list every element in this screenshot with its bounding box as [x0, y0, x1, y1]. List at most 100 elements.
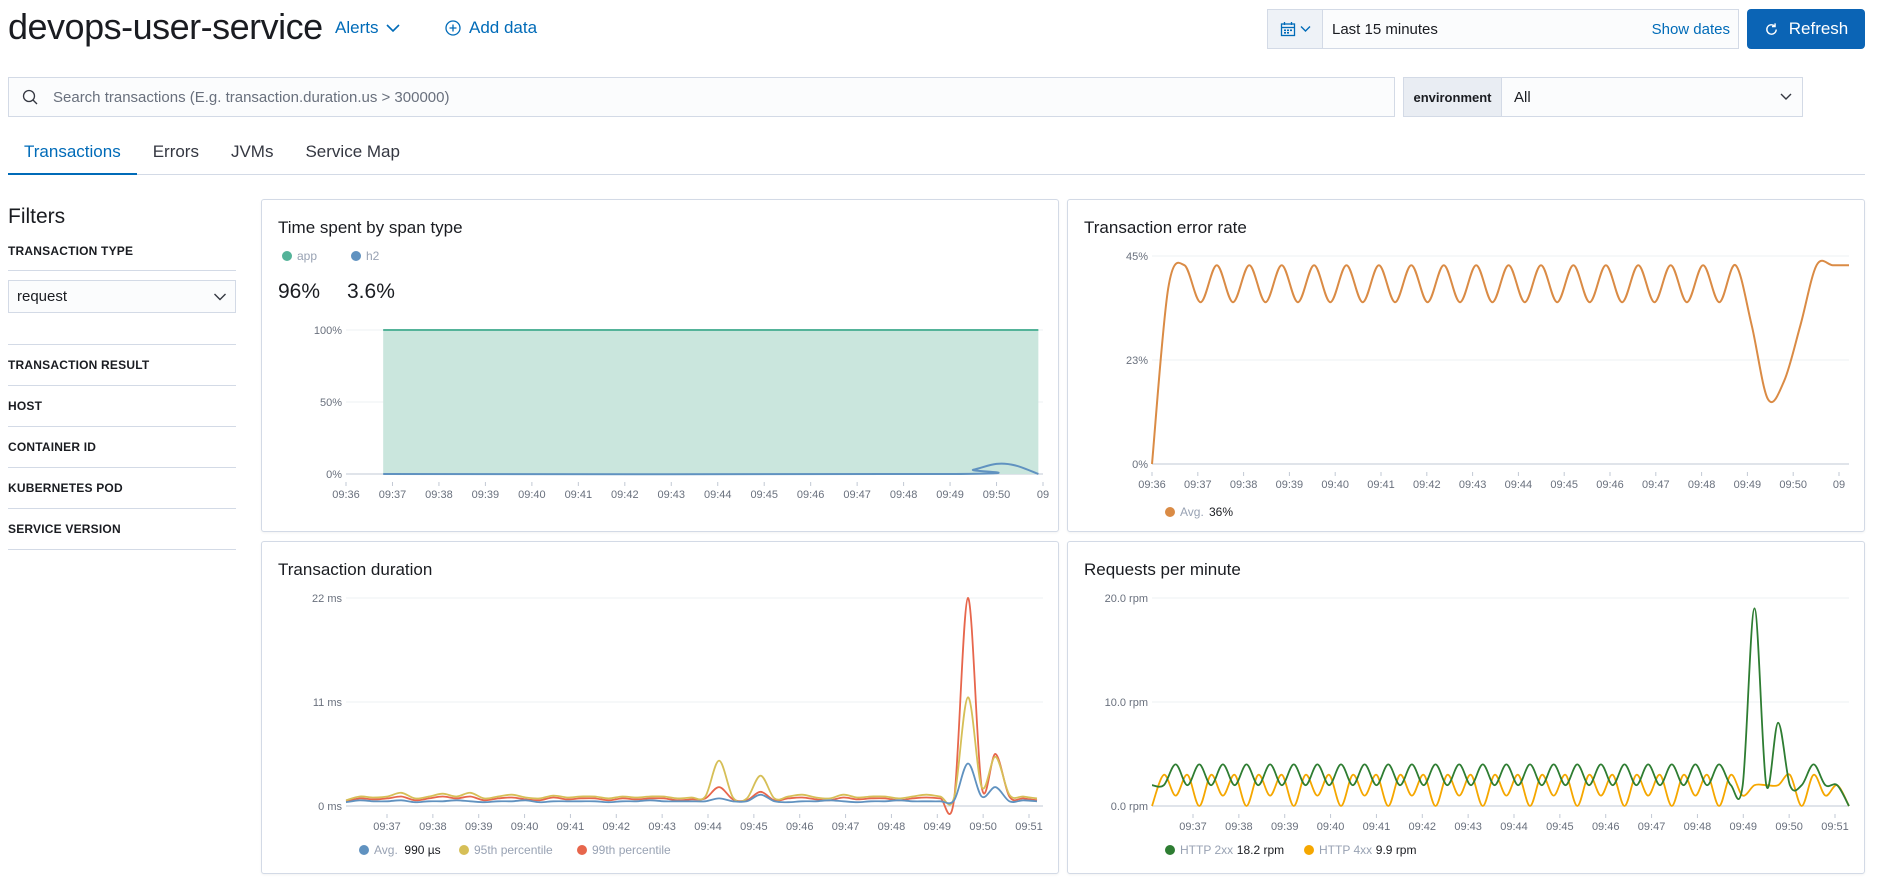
y-tick-label: 45%	[1126, 251, 1148, 263]
h2-share-value: 3.6%	[347, 280, 395, 303]
x-tick-label: 09:50	[1779, 479, 1807, 491]
search-bar[interactable]	[8, 77, 1395, 117]
y-tick-label: 0 ms	[318, 801, 342, 813]
p99-line	[345, 597, 1038, 815]
filter-kubernetes-pod[interactable]: KUBERNETES POD	[8, 481, 123, 495]
x-tick-label: 09:39	[1271, 821, 1299, 833]
chevron-down-icon	[386, 24, 401, 33]
filter-divider	[8, 549, 236, 550]
legend-app-swatch	[282, 251, 292, 261]
panel-title: Time spent by span type	[278, 218, 463, 237]
y-tick-label: 20.0 rpm	[1105, 593, 1148, 605]
quick-select-button[interactable]	[1268, 10, 1323, 48]
x-tick-label: 09:48	[1688, 479, 1716, 491]
app-share-value: 96%	[278, 280, 320, 303]
panel-title: Requests per minute	[1084, 560, 1241, 579]
refresh-button[interactable]: Refresh	[1747, 9, 1865, 49]
x-tick-label: 09:49	[1734, 479, 1762, 491]
service-title: devops-user-service	[8, 6, 323, 47]
x-tick-label: 09:44	[1500, 821, 1528, 833]
x-tick-label: 09:38	[419, 821, 447, 833]
y-tick-label: 10.0 rpm	[1105, 697, 1148, 709]
filter-service-version[interactable]: SERVICE VERSION	[8, 522, 121, 536]
legend-avg-swatch	[359, 845, 369, 855]
x-tick-label: 09:41	[557, 821, 585, 833]
panel-title: Transaction duration	[278, 560, 433, 579]
add-data-button[interactable]: Add data	[445, 18, 537, 38]
show-dates-link[interactable]: Show dates	[1651, 20, 1730, 38]
x-tick-label: 09:40	[518, 489, 546, 501]
x-tick-label: 09:48	[1684, 821, 1712, 833]
date-picker[interactable]: Last 15 minutes Show dates	[1267, 9, 1739, 49]
x-tick-label: 09:49	[924, 821, 952, 833]
filter-transaction-result[interactable]: TRANSACTION RESULT	[8, 358, 150, 372]
tab-transactions[interactable]: Transactions	[8, 132, 137, 175]
x-tick-label: 09:37	[373, 821, 401, 833]
x-tick-label: 09:45	[750, 489, 778, 501]
duration-chart: 22 ms 11 ms 0 ms 09:37 09:38 09:39 09:40 09:41 0…	[312, 593, 1043, 857]
x-tick-label: 09:36	[332, 489, 360, 501]
span-type-chart: app h2 96% 3.6% 100% 50% 0% 09:36 09:37 09:38 09:3…	[278, 249, 1049, 501]
x-tick-label: 09:39	[1276, 479, 1304, 491]
legend-avg-swatch	[1165, 507, 1175, 517]
x-tick-label: 09:40	[511, 821, 539, 833]
x-tick-label: 09	[1833, 479, 1845, 491]
x-tick-label: 09:43	[648, 821, 676, 833]
x-tick-label: 09:42	[1413, 479, 1441, 491]
date-range-text[interactable]: Last 15 minutes	[1332, 20, 1438, 38]
environment-value[interactable]: All	[1514, 88, 1531, 106]
x-tick-label: 09:38	[425, 489, 453, 501]
x-tick-label: 09:46	[1596, 479, 1624, 491]
y-tick-label: 50%	[320, 397, 342, 409]
plus-circle-icon	[445, 20, 461, 36]
refresh-label: Refresh	[1788, 19, 1849, 38]
x-tick-label: 09:50	[969, 821, 997, 833]
x-tick-label: 09	[1037, 489, 1049, 501]
filters-title: Filters	[8, 205, 66, 228]
filter-host[interactable]: HOST	[8, 399, 43, 413]
legend-h2-swatch	[351, 251, 361, 261]
x-tick-label: 09:44	[694, 821, 722, 833]
x-tick-label: 09:38	[1225, 821, 1253, 833]
search-input[interactable]	[49, 78, 1394, 116]
alerts-label: Alerts	[335, 18, 379, 37]
duration-panel: Transaction duration 22 ms 11 ms 0 ms 09:37…	[261, 541, 1059, 874]
x-tick-label: 09:48	[878, 821, 906, 833]
filter-divider	[8, 344, 236, 345]
alerts-menu-button[interactable]: Alerts	[335, 18, 401, 38]
x-tick-label: 09:37	[1179, 821, 1207, 833]
x-tick-label: 09:47	[832, 821, 860, 833]
x-tick-label: 09:51	[1015, 821, 1043, 833]
tab-errors[interactable]: Errors	[152, 142, 199, 161]
legend-2xx-name: HTTP 2xx	[1180, 843, 1233, 857]
legend-4xx-swatch	[1304, 845, 1314, 855]
filter-heading-transaction-type: TRANSACTION TYPE	[8, 244, 134, 258]
tab-jvms[interactable]: JVMs	[230, 142, 274, 161]
y-tick-label: 11 ms	[313, 697, 343, 709]
filter-divider	[8, 508, 236, 509]
x-tick-label: 09:47	[1638, 821, 1666, 833]
rpm-panel: Requests per minute 20.0 rpm 10.0 rpm 0.0 …	[1067, 541, 1865, 874]
chevron-down-icon	[1300, 26, 1310, 32]
x-tick-label: 09:46	[797, 489, 825, 501]
x-tick-label: 09:47	[1642, 479, 1670, 491]
transaction-type-value: request	[17, 288, 68, 305]
x-tick-label: 09:41	[1367, 479, 1395, 491]
y-tick-label: 0%	[1132, 459, 1148, 471]
transaction-type-select[interactable]: request	[8, 280, 236, 313]
x-tick-label: 09:46	[1592, 821, 1620, 833]
x-tick-label: 09:40	[1321, 479, 1349, 491]
x-tick-label: 09:42	[1409, 821, 1437, 833]
legend-p99-name: 99th percentile	[592, 843, 671, 857]
tab-bar: Transactions Errors JVMs Service Map	[8, 132, 1865, 175]
chevron-down-icon	[214, 293, 226, 300]
x-tick-label: 09:36	[1138, 479, 1166, 491]
environment-select[interactable]: environment All	[1403, 77, 1803, 117]
rpm-chart: 20.0 rpm 10.0 rpm 0.0 rpm 09:37 09:38 09:39 09…	[1105, 593, 1850, 857]
filter-container-id[interactable]: CONTAINER ID	[8, 440, 97, 454]
x-tick-label: 09:45	[1546, 821, 1574, 833]
tab-service-map[interactable]: Service Map	[305, 142, 400, 161]
legend-h2-name: h2	[366, 249, 380, 263]
add-data-label: Add data	[469, 18, 538, 37]
http-4xx-line	[1151, 773, 1850, 807]
